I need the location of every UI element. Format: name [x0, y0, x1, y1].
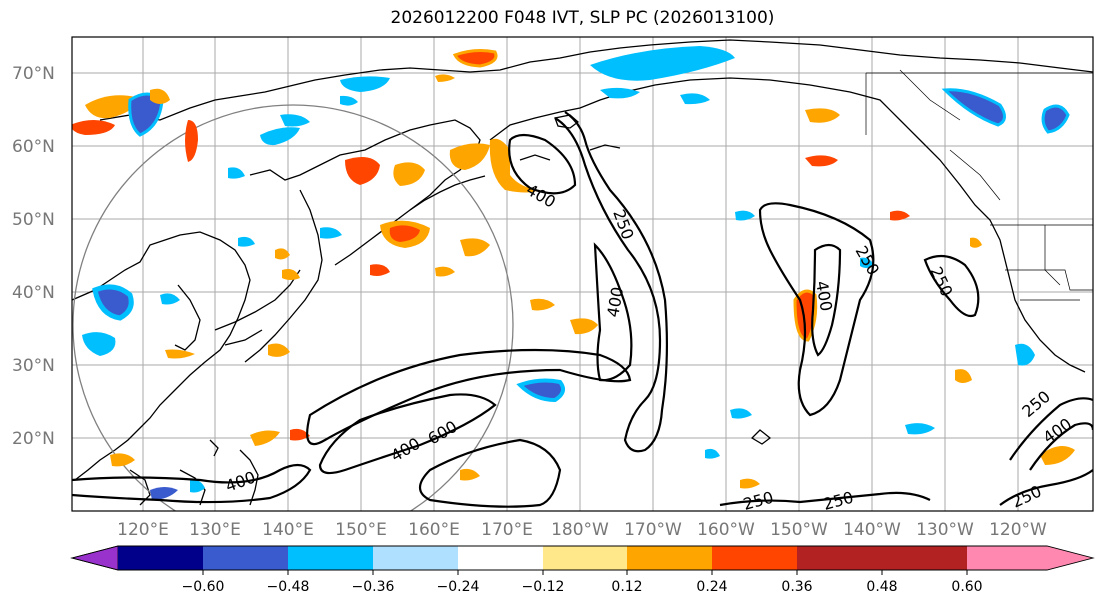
colorbar-segment [458, 546, 543, 570]
coastlines [72, 39, 1093, 506]
colorbar-tick-label: −0.12 [522, 579, 565, 595]
lon-label: 140°E [262, 520, 314, 540]
colorbar-tick-label: 0.24 [696, 579, 727, 595]
lon-label: 150°E [335, 520, 387, 540]
colorbar-segment [203, 546, 288, 570]
lat-label: 30°N [12, 356, 55, 376]
contour-label: 250 [821, 488, 855, 514]
longitude-labels: 120°E 130°E 140°E 150°E 160°E 170°E 180°… [117, 520, 1047, 540]
borders [865, 69, 1093, 301]
colorbar-tick-label: −0.60 [182, 579, 225, 595]
lon-label: 140°W [843, 520, 901, 540]
lat-label: 40°N [12, 283, 55, 303]
lon-label: 170°E [481, 520, 533, 540]
colorbar-segment [627, 546, 712, 570]
colorbar-segment [288, 546, 373, 570]
colorbar-tick-label: −0.48 [267, 579, 310, 595]
contour-label: 250 [741, 488, 775, 514]
ivt-shading [72, 46, 1075, 500]
lon-label: 160°W [697, 520, 755, 540]
colorbar-segment [797, 546, 882, 570]
lon-label: 130°W [916, 520, 974, 540]
colorbar-segment [373, 546, 458, 570]
colorbar-segment [882, 546, 967, 570]
lat-label: 20°N [12, 429, 55, 449]
lon-label: 130°E [189, 520, 241, 540]
map-title: 2026012200 F048 IVT, SLP PC (2026013100) [390, 8, 775, 28]
lon-label: 180°W [551, 520, 609, 540]
colorbar-outline [70, 545, 1095, 571]
lat-label: 50°N [12, 210, 55, 230]
colorbar-tick-label: 0.60 [951, 579, 982, 595]
colorbar-tick-label: 0.12 [611, 579, 642, 595]
colorbar-tick-label: 0.36 [781, 579, 812, 595]
latitude-labels: 70°N 60°N 50°N 40°N 30°N 20°N [12, 64, 55, 449]
lon-label: 160°E [408, 520, 460, 540]
colorbar-segment [118, 546, 203, 570]
lon-label: 170°W [624, 520, 682, 540]
slp-contours [72, 111, 1093, 508]
range-circle [72, 104, 514, 511]
lon-label: 120°W [989, 520, 1047, 540]
lat-label: 70°N [12, 64, 55, 84]
lon-label: 150°W [770, 520, 828, 540]
colorbar-tick-label: −0.36 [352, 579, 395, 595]
colorbar-tick-label: 0.48 [866, 579, 897, 595]
map-frame [71, 36, 1094, 512]
colorbar-segment [543, 546, 627, 570]
colorbar-segment [70, 545, 119, 571]
colorbar: −0.60 −0.48 −0.36 −0.24 −0.12 0.12 0.24 … [70, 545, 1095, 595]
colorbar-segment [712, 546, 797, 570]
lat-label: 60°N [12, 137, 55, 157]
lon-label: 120°E [117, 520, 169, 540]
colorbar-tick-label: −0.24 [437, 579, 480, 595]
colorbar-segment [967, 546, 1093, 570]
